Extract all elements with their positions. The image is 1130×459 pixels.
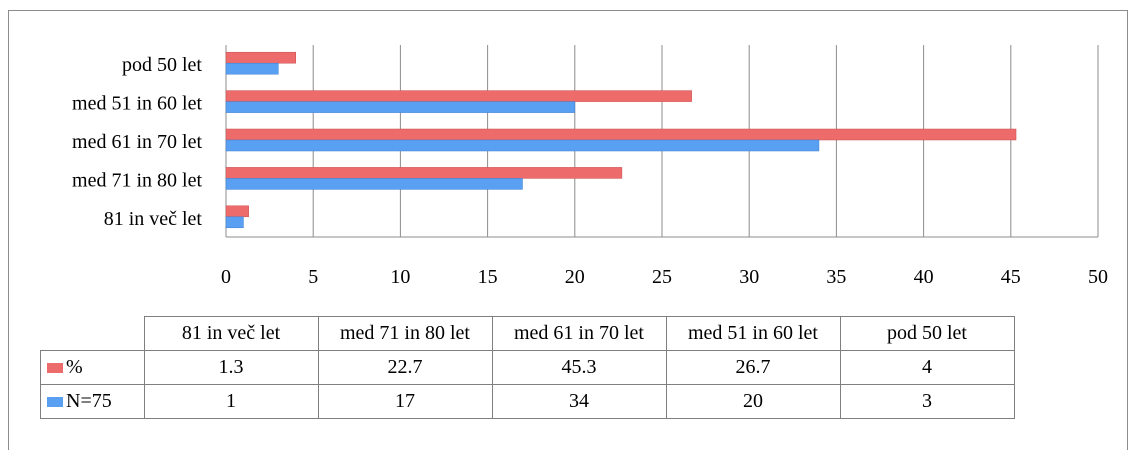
table-cell: 3 [839,384,1015,419]
table-row: N=75 1 17 34 20 3 [40,384,1015,419]
table-header-cell: med 71 in 80 let [317,316,493,351]
table-cell: 22.7 [317,350,493,385]
chart-frame [8,10,1128,450]
x-tick-label: 5 [308,266,318,288]
table-header-cell: med 51 in 60 let [665,316,841,351]
x-tick-label: 50 [1088,266,1108,288]
legend-label: % [66,356,83,378]
table-cell: 4 [839,350,1015,385]
table-cell: 34 [491,384,667,419]
table-header-cell: med 61 in 70 let [491,316,667,351]
legend-label: N=75 [66,390,112,412]
x-tick-label: 20 [565,266,585,288]
bar [225,62,279,75]
table-cell: 17 [317,384,493,419]
bar [225,101,576,113]
y-category-label: med 71 in 80 let [72,169,202,191]
table-cell: 1 [143,384,319,419]
y-category-label: 81 in več let [104,208,203,230]
table-header-cell: pod 50 let [839,316,1015,351]
x-tick-label: 0 [221,266,231,288]
table-cell: 20 [665,384,841,419]
x-tick-label: 15 [478,266,498,288]
bar [225,128,1017,141]
table-cell: 1.3 [143,350,319,385]
x-tick-label: 40 [914,266,934,288]
x-tick-label: 45 [1001,266,1021,288]
x-tick-label: 25 [652,266,672,288]
bar [225,51,297,64]
bar [225,167,623,179]
x-tick-label: 35 [826,266,846,288]
bar [225,139,820,152]
table-cell: 45.3 [491,350,667,385]
y-category-label: med 51 in 60 let [72,93,202,115]
y-category-label: pod 50 let [122,54,202,76]
table-header-row: 81 in več let med 71 in 80 let med 61 in… [40,316,1015,351]
bar [225,90,692,102]
bar [225,178,523,190]
y-category-label: med 61 in 70 let [72,131,202,153]
table-cell: 26.7 [665,350,841,385]
table-row-label: % [40,350,145,385]
data-table: 81 in več let med 71 in 80 let med 61 in… [40,316,1015,419]
bar [225,216,244,229]
table-row-label: N=75 [40,384,145,419]
table-header-cell: 81 in več let [143,316,319,351]
bar [225,205,249,218]
legend-key-count [47,397,63,408]
table-corner [40,316,145,351]
legend-key-percent [47,363,63,374]
bar-chart: 0 5 10 15 20 25 30 35 40 45 50 pod 50 let med 51 in … [72,45,1108,288]
x-tick-label: 10 [390,266,410,288]
x-tick-label: 30 [739,266,759,288]
table-row: % 1.3 22.7 45.3 26.7 4 [40,350,1015,385]
